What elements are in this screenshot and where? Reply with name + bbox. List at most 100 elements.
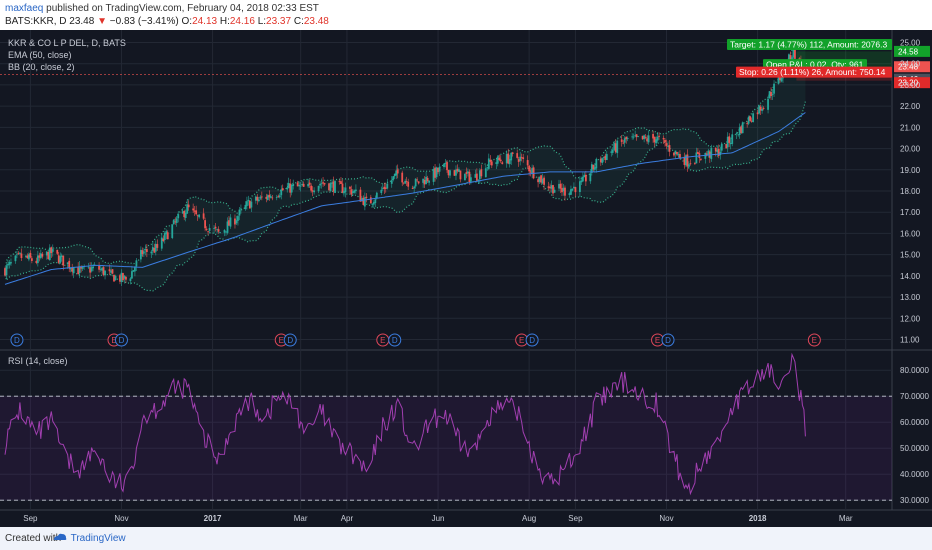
x-tick-label: Sep [23,514,38,523]
candle [265,193,268,203]
candle [549,183,551,193]
candle [432,166,435,186]
candle [25,255,27,259]
candle [268,190,271,201]
candle [652,130,654,143]
candle [20,248,23,261]
candle [459,170,462,183]
candle [207,230,209,236]
candle [683,152,686,169]
earnings-event-icon: E [376,333,390,347]
candle [19,252,21,256]
candle [746,121,749,128]
candle [217,226,220,234]
candle [447,169,450,178]
candle [131,265,133,279]
candle [313,187,316,195]
candle [511,151,514,157]
rsi-legend[interactable]: RSI (14, close) [8,356,68,366]
candle [613,141,616,151]
candle [543,175,545,191]
candle [728,133,731,148]
candle [583,172,586,178]
candle [41,252,44,259]
x-tick-label: Nov [114,514,128,523]
candle [223,228,226,237]
candle [717,144,720,159]
candle [499,155,502,164]
candle [475,168,478,182]
candle [256,194,259,205]
svg-text:23.48: 23.48 [898,63,919,72]
candle [250,198,253,213]
ema-line [4,112,806,285]
svg-text:24.58: 24.58 [898,47,919,56]
candle [192,203,195,214]
loss-zone [796,75,892,81]
candle [404,178,407,184]
candle [292,179,295,190]
candle [244,201,247,211]
candle [226,217,229,235]
candle [579,176,581,198]
price-change: −0.83 (−3.41%) [109,16,179,27]
candle [202,208,205,221]
candle [214,222,217,232]
candle [689,159,692,166]
candle [738,123,741,139]
candle [677,151,680,158]
candle [183,209,186,221]
svg-text:E: E [812,336,817,345]
author-link[interactable]: maxfaeq [5,3,44,14]
candle [526,155,529,170]
candle [559,180,562,194]
candle [580,176,583,185]
candle [541,173,544,185]
candle [443,163,445,169]
candle [623,136,626,147]
candle [401,170,404,187]
candle [384,182,387,193]
created-with: Created with [5,533,62,544]
candle [510,152,513,165]
bb-legend[interactable]: BB (20, close, 2) [8,62,75,72]
candle [7,260,9,269]
svg-text:E: E [519,336,524,345]
candle [773,80,775,98]
candle [186,199,189,214]
candle [187,200,190,211]
tradingview-logo[interactable]: TradingView [52,532,126,544]
cloud-icon [54,533,67,540]
y-tick-label: 17.00 [900,208,921,217]
candle [604,153,607,164]
candle [552,184,554,196]
candle [208,224,211,234]
candle [720,142,723,153]
candle [35,257,38,265]
candle [328,182,330,192]
candle [674,150,677,159]
x-tick-label: Nov [659,514,673,523]
candle [171,223,174,240]
last-price: 23.48 [69,16,95,27]
candle [602,156,605,162]
close-label: C: [293,16,304,27]
candle [553,187,556,193]
candle [531,164,534,179]
high-value: 24.16 [229,16,255,27]
candle [707,148,710,158]
open-label: O: [181,16,193,27]
ema-legend[interactable]: EMA (50, close) [8,50,72,60]
candle [129,276,132,285]
candle [495,157,498,170]
candle [611,147,614,156]
y-tick-label: 18.00 [900,187,921,196]
candle [334,180,336,194]
candle [522,153,525,163]
dividend-event-icon: D [114,333,128,347]
candle [299,181,302,192]
candle [458,167,460,172]
candle [177,210,180,223]
